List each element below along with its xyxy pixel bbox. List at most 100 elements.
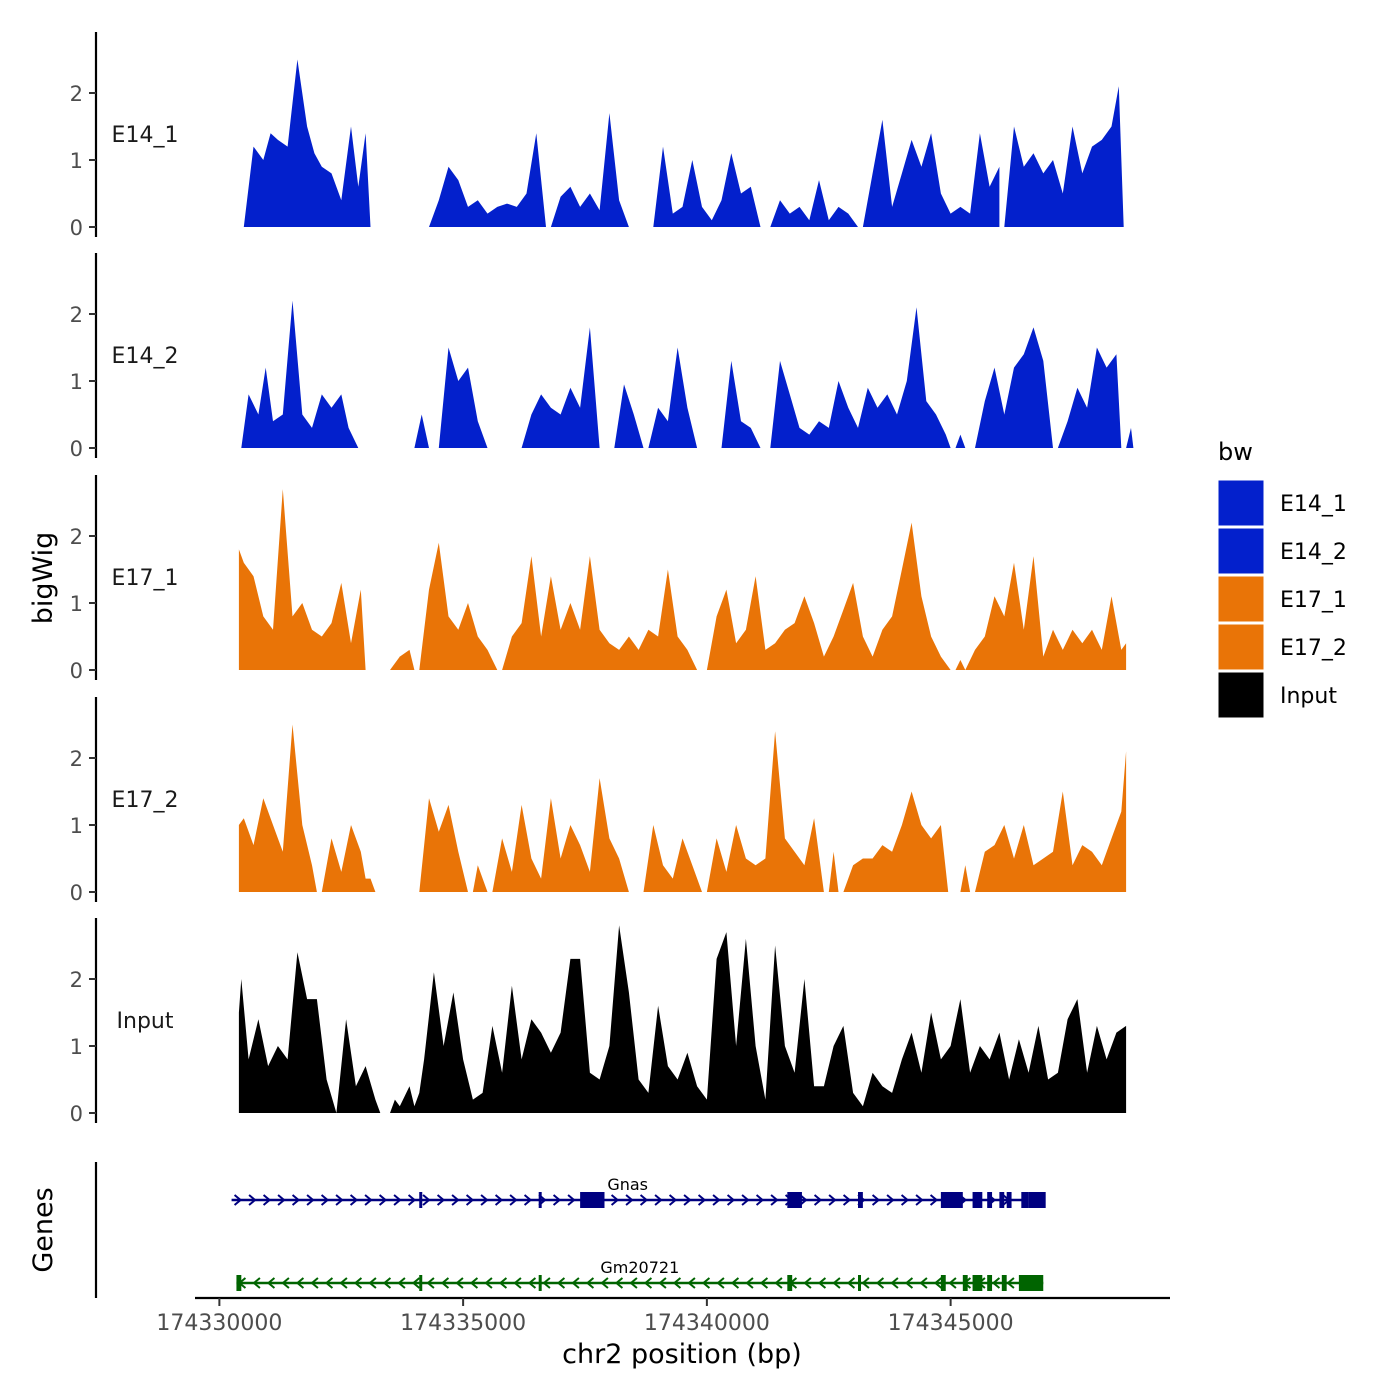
coverage-area	[414, 414, 429, 448]
gene-exon	[1028, 1192, 1046, 1208]
strand-arrow	[886, 1194, 895, 1206]
y-tick-label: 2	[70, 968, 83, 992]
legend-label: Input	[1280, 684, 1337, 709]
gene-label: Gm20721	[600, 1258, 679, 1277]
strand-arrow	[1006, 1277, 1015, 1289]
strand-arrow	[658, 1277, 667, 1289]
gene-exon	[787, 1275, 793, 1291]
coverage-area	[648, 347, 698, 448]
coverage-area	[770, 180, 858, 227]
gene-exon	[787, 1192, 802, 1208]
strand-arrow	[455, 1277, 464, 1289]
x-axis-title: chr2 position (bp)	[562, 1339, 802, 1370]
coverage-area	[321, 825, 376, 892]
strand-arrow	[480, 1194, 489, 1206]
gene-exon	[419, 1275, 423, 1291]
track-label: Input	[117, 1009, 174, 1034]
x-tick-label: 174345000	[888, 1311, 1014, 1336]
strand-arrow	[741, 1194, 750, 1206]
coverage-area	[390, 925, 1127, 1113]
strand-arrow	[469, 1277, 479, 1289]
strand-arrow	[832, 1277, 841, 1289]
y-tick-label: 1	[70, 592, 83, 616]
strand-arrow	[625, 1194, 634, 1206]
strand-arrow	[890, 1277, 899, 1289]
strand-arrow	[687, 1277, 696, 1289]
coverage-area	[1057, 347, 1122, 448]
gene-exon	[858, 1192, 863, 1208]
strand-arrow	[552, 1194, 562, 1206]
strand-arrow	[291, 1194, 301, 1206]
legend-swatch	[1217, 575, 1265, 623]
strand-arrow	[353, 1277, 363, 1289]
strand-arrow	[542, 1277, 551, 1289]
gene-exon	[538, 1192, 542, 1208]
strand-arrow	[803, 1277, 812, 1289]
strand-arrow	[339, 1277, 348, 1289]
strand-arrow	[310, 1277, 319, 1289]
strand-arrow	[861, 1277, 870, 1289]
coverage-area	[965, 556, 1127, 670]
strand-arrow	[422, 1194, 431, 1206]
strand-arrow	[567, 1194, 576, 1206]
strand-arrow	[697, 1194, 707, 1206]
x-ticks: 174330000 174335000 174340000 174345000	[156, 1298, 1014, 1336]
strand-arrow	[654, 1194, 663, 1206]
x-axis: 174330000 174335000 174340000 174345000	[156, 1296, 1170, 1336]
coverage-area	[975, 751, 1127, 892]
coverage-area	[492, 778, 629, 892]
strand-arrow	[639, 1194, 649, 1206]
strand-arrow	[397, 1277, 406, 1289]
strand-arrow	[349, 1194, 359, 1206]
legend-items: E14_1 E14_2 E17_1 E17_2 Input	[1217, 479, 1347, 719]
gene-exon	[1006, 1192, 1012, 1208]
legend-label: E17_1	[1280, 588, 1347, 613]
track-label: E17_1	[112, 566, 179, 591]
strand-arrow	[716, 1277, 725, 1289]
strand-arrow	[494, 1194, 504, 1206]
strand-arrow	[875, 1277, 885, 1289]
gene-exon	[987, 1192, 993, 1208]
strand-arrow	[527, 1277, 537, 1289]
strand-arrow	[759, 1277, 769, 1289]
strand-arrow	[368, 1277, 377, 1289]
gene-exon	[972, 1275, 983, 1291]
legend-swatch	[1217, 623, 1265, 671]
strand-arrow	[407, 1194, 417, 1206]
track-label: E14_2	[112, 344, 179, 369]
strand-arrow	[629, 1277, 638, 1289]
strand-arrow	[712, 1194, 721, 1206]
genes-panel: Gnas Gm20721	[94, 1162, 1046, 1298]
strand-arrow	[813, 1194, 823, 1206]
coverage-area	[1126, 427, 1134, 448]
y-tick-label: 0	[70, 437, 83, 461]
coverage-area	[419, 542, 498, 670]
track-E17_1: 0 1 2 E17_1	[70, 475, 1127, 683]
gene-exon	[962, 1275, 968, 1291]
strand-arrow	[295, 1277, 305, 1289]
coverage-area	[241, 300, 359, 448]
coverage-area	[843, 791, 949, 892]
strand-arrow	[266, 1277, 276, 1289]
y-axis-title: bigWig	[28, 532, 59, 625]
strand-arrow	[382, 1277, 392, 1289]
gene-exon	[999, 1192, 1005, 1208]
strand-arrow	[571, 1277, 580, 1289]
coverage-area	[550, 113, 629, 227]
strand-arrow	[799, 1194, 808, 1206]
strand-arrow	[335, 1194, 344, 1206]
coverage-area	[238, 724, 317, 892]
legend-label: E14_1	[1280, 492, 1347, 517]
coverage-area	[238, 952, 381, 1113]
y-tick-label: 2	[70, 525, 83, 549]
gene-exon	[1021, 1192, 1029, 1208]
genes-axis-title: Genes	[28, 1187, 59, 1272]
coverage-area	[472, 865, 488, 892]
strand-arrow	[451, 1194, 460, 1206]
y-tick-label: 1	[70, 149, 83, 173]
coverage-area	[828, 851, 839, 892]
strand-arrow	[411, 1277, 421, 1289]
legend-title: bw	[1218, 438, 1253, 466]
gene-exon	[1018, 1275, 1044, 1291]
strand-arrow	[252, 1277, 261, 1289]
